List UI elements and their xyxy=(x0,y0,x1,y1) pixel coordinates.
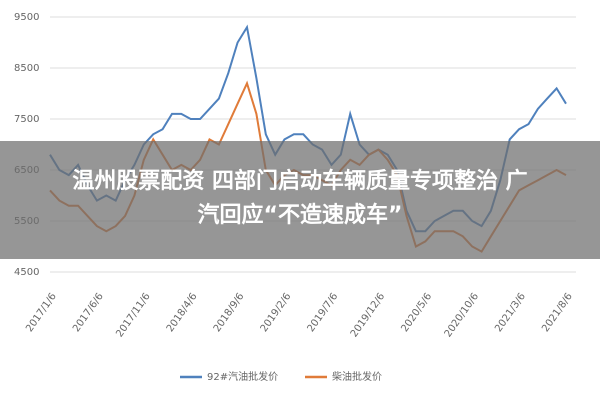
y-tick-label: 8500 xyxy=(14,63,39,74)
y-tick-label: 7500 xyxy=(14,114,39,125)
y-tick-label: 4500 xyxy=(14,267,39,278)
overlay-text: 汽回应“不造速成车” xyxy=(198,202,403,228)
legend-label: 柴油批发价 xyxy=(332,370,382,383)
y-tick-label: 9500 xyxy=(14,12,39,23)
overlay-band xyxy=(0,141,600,259)
overlay-text: 温州股票配资 四部门启动车辆质量专项整治 广 xyxy=(72,168,527,194)
legend-label: 92#汽油批发价 xyxy=(207,370,278,383)
